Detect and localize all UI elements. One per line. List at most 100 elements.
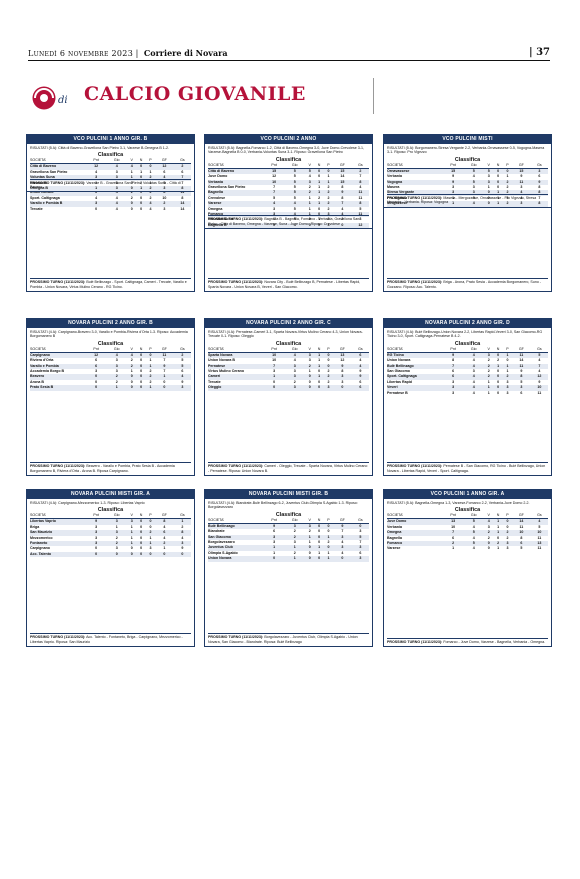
stat-cell: 2 [487, 535, 490, 540]
table-row: Juventus Club 1 1 0 1 0 3 3 [208, 545, 369, 551]
stat-cell: 0 [173, 551, 191, 558]
table-row: RG Ticino 9 4 3 0 1 11 5 [387, 352, 548, 359]
stat-cell: 3 [95, 524, 98, 529]
stat-cell: 1 [305, 212, 315, 218]
stat-cell: 1 [284, 556, 306, 562]
stat-cell: 0 [493, 168, 503, 175]
stat-cell: 5 [284, 190, 306, 196]
team-name: Gravellona San Pietro [30, 169, 68, 174]
stat-cell: 3 [106, 530, 128, 536]
stat-cell: 0 [497, 369, 500, 374]
team-name: Verbania [387, 524, 402, 529]
card-title: VCO PULCINI MISTI [384, 135, 551, 144]
stat-cell: 4 [145, 201, 155, 207]
stat-cell: 3 [305, 179, 315, 186]
column-header: Pnt [264, 162, 285, 169]
stat-cell: 2 [155, 541, 174, 547]
results-text: RISULTATI (5 A): Borgomanero-Stresa Verg… [387, 146, 545, 155]
table-row: Pro Vigezzo 1 3 0 1 2 4 7 [387, 196, 548, 201]
section-logo: di [31, 85, 73, 111]
classifica-heading: Classifica [97, 152, 124, 159]
stat-cell: 1 [487, 185, 490, 190]
stat-cell: 2 [173, 352, 191, 359]
column-header: Gs [351, 162, 369, 169]
next-round: PROSSIMO TURNO (11/11/2023): Borgolavezz… [208, 633, 369, 644]
next-round-text: Varzese B - Gravellona San Pietro, Volun… [30, 180, 181, 190]
team-name: Arona B [30, 379, 44, 384]
stat-cell: 1 [284, 545, 306, 551]
card-title: NOVARA PULCINI 2 ANNO GIR. D [384, 319, 551, 328]
stat-cell: 5 [305, 168, 315, 175]
column-header: Pnt [86, 158, 107, 165]
stat-cell: 1 [497, 524, 500, 529]
stat-cell: 4 [264, 201, 285, 207]
team-name: Carpignano [30, 352, 86, 359]
stat-cell: 0 [333, 222, 352, 229]
stat-cell: 1 [487, 390, 490, 395]
column-header: P [323, 517, 333, 524]
team-name: Pro Vigezzo [387, 195, 408, 200]
stat-cell: 0 [351, 523, 369, 530]
stat-cell: 2 [284, 534, 306, 541]
stat-cell: 3 [86, 201, 107, 207]
stat-cell: 2 [308, 529, 311, 534]
stat-cell: 15 [333, 179, 352, 186]
results-text: RISULTATI (5 A): Bagnella-Fomarco 1-2, C… [208, 146, 364, 155]
stat-cell: 2 [487, 358, 490, 363]
team-name: Città di Baveno [208, 168, 264, 175]
next-round: PROSSIMO TURNO (11/11/2023): Fomarco - J… [387, 637, 548, 644]
stat-cell: 2 [106, 374, 128, 380]
stat-cell: 8 [359, 217, 362, 222]
stat-cell: 1 [149, 169, 152, 174]
table-row: Varallo e Pombia 6 3 2 0 1 9 5 [30, 363, 191, 370]
next-round: PROSSIMO TURNO (11/11/2023): Masera - Me… [387, 193, 548, 205]
stat-cell: 1 [323, 179, 333, 186]
table-row: Accademia Borgo B 3 3 1 0 2 7 6 [30, 369, 191, 374]
column-header: N [136, 513, 146, 520]
stat-cell: 6 [163, 169, 166, 174]
standings-card: NOVARA PULCINI 2 ANNO GIR. B RISULTATI (4… [26, 318, 195, 476]
stat-cell: 4 [284, 352, 306, 359]
stat-cell: 2 [173, 163, 191, 170]
stat-cell: 3 [502, 541, 512, 547]
stat-cell: 4 [520, 195, 523, 200]
stat-cell: 6 [95, 358, 98, 363]
stat-cell: 0 [149, 524, 152, 529]
stat-cell: 1 [314, 190, 324, 196]
team-name: Crevolese [208, 195, 226, 200]
stat-cell: 0 [497, 390, 500, 395]
table-row: Beavero 0 2 0 0 2 1 4 [30, 374, 191, 380]
column-header: P [502, 162, 512, 169]
stat-cell: 5 [351, 534, 369, 541]
stat-cell: 8 [512, 374, 531, 380]
team-name: Varzese [208, 201, 264, 207]
stat-cell: 5 [463, 541, 485, 547]
stat-cell: 3 [484, 352, 494, 359]
table-row: Omegna 3 5 1 0 2 4 5 [208, 207, 369, 212]
stat-cell: 4 [149, 206, 152, 211]
stat-cell: 1 [308, 206, 311, 211]
stat-cell: 0 [95, 379, 98, 384]
table-row: Omegna 7 5 2 1 2 10 10 [387, 530, 548, 536]
stat-cell: 0 [140, 379, 143, 384]
stat-cell: 4 [106, 190, 128, 196]
stat-cell: 1 [502, 352, 512, 359]
stat-cell: 1 [484, 385, 494, 391]
team-name: Varzese B [30, 180, 47, 185]
stat-cell: 0 [318, 540, 321, 545]
team-name: Fomarco [208, 212, 264, 218]
stat-cell: 2 [502, 190, 512, 196]
card-title: NOVARA PULCINI 2 ANNO GIR. B [27, 319, 194, 328]
stat-cell: 0 [136, 190, 146, 196]
column-header: Gio [106, 158, 128, 165]
stat-cell: 9 [359, 369, 362, 374]
stat-cell: 3 [284, 385, 306, 391]
stat-cell: 1 [273, 217, 276, 222]
stat-cell: 3 [127, 518, 137, 525]
stat-cell: 5 [293, 174, 296, 179]
team-name: Biandrate [208, 529, 225, 534]
stat-cell: 15 [333, 168, 352, 175]
stat-cell: 0 [136, 551, 146, 558]
